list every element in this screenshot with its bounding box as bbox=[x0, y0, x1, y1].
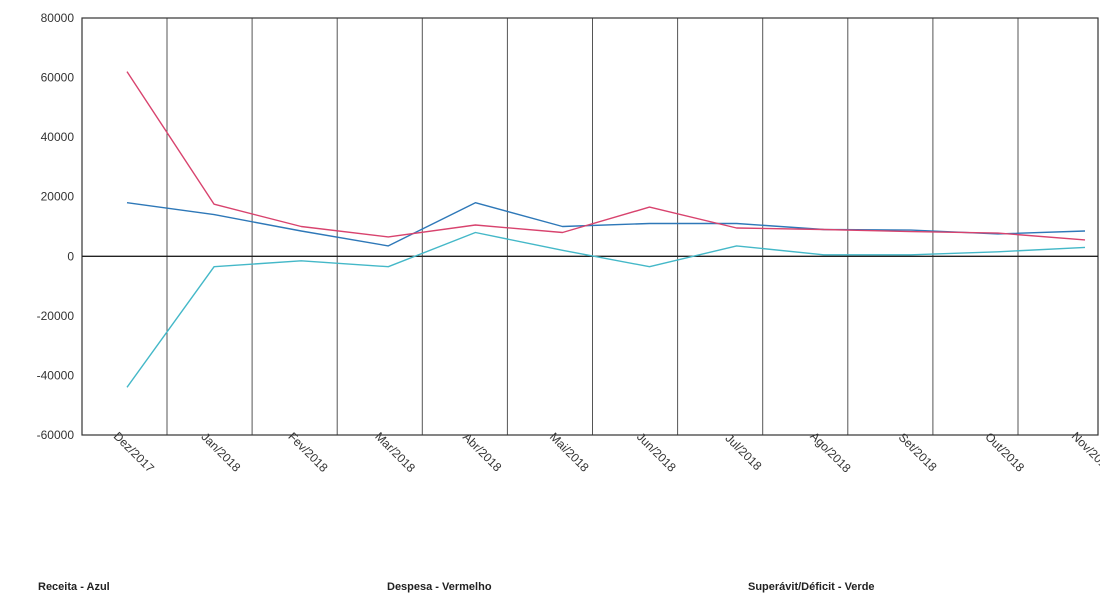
y-tick-label: 0 bbox=[67, 249, 74, 263]
axis-layer bbox=[81, 17, 1099, 436]
series-line-2 bbox=[126, 231, 1086, 388]
legend-receita: Receita - Azul bbox=[38, 581, 110, 593]
x-tick-label: Jul/2018 bbox=[722, 431, 764, 473]
x-tick-label: Nov/2018 bbox=[1069, 429, 1100, 475]
x-tick-label: Set/2018 bbox=[896, 430, 940, 474]
y-tick-label: 20000 bbox=[41, 190, 75, 204]
x-tick-label: Jan/2018 bbox=[199, 430, 244, 475]
x-tick-label: Dez/2017 bbox=[111, 429, 157, 475]
x-tick-label: Out/2018 bbox=[982, 430, 1027, 475]
y-tick-label: -20000 bbox=[37, 309, 75, 323]
plot-frame bbox=[81, 17, 1099, 436]
y-tick-label: 60000 bbox=[41, 71, 75, 85]
x-tick-label: Jun/2018 bbox=[634, 430, 679, 475]
series-line-0 bbox=[126, 201, 1086, 247]
y-tick-label: -60000 bbox=[37, 428, 75, 442]
x-tick-label: Mai/2018 bbox=[547, 430, 592, 475]
series-line-1 bbox=[126, 71, 1086, 241]
label-layer: -60000 -40000 -20000 0 20000 40000 60000 80000 D… bbox=[37, 11, 1100, 476]
line-chart: -60000 -40000 -20000 0 20000 40000 60000 80000 D… bbox=[37, 11, 1100, 476]
y-tick-label: 80000 bbox=[41, 11, 75, 25]
x-tick-label: Abr/2018 bbox=[460, 430, 505, 475]
x-tick-label: Fev/2018 bbox=[285, 430, 331, 476]
series-layer bbox=[126, 71, 1086, 388]
legend-superavit: Superávit/Déficit - Verde bbox=[748, 581, 875, 593]
x-tick-label: Ago/2018 bbox=[807, 429, 853, 475]
legend-despesa: Despesa - Vermelho bbox=[387, 581, 492, 593]
x-tick-label: Mar/2018 bbox=[372, 429, 418, 475]
y-tick-label: -40000 bbox=[37, 368, 75, 382]
y-tick-label: 40000 bbox=[41, 130, 75, 144]
grid-layer bbox=[166, 18, 1019, 435]
